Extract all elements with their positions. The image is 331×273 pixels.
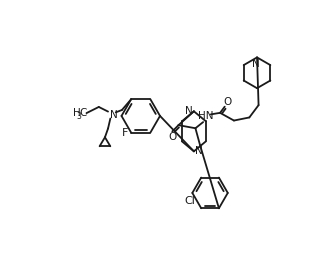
- Text: H: H: [72, 108, 80, 118]
- Text: O: O: [224, 97, 232, 107]
- Text: N: N: [185, 106, 192, 116]
- Text: F: F: [122, 127, 128, 138]
- Text: C: C: [79, 108, 86, 118]
- Text: 3: 3: [76, 112, 81, 121]
- Text: HN: HN: [199, 111, 214, 121]
- Text: O: O: [168, 132, 176, 142]
- Text: Cl: Cl: [185, 196, 196, 206]
- Text: N: N: [110, 110, 117, 120]
- Text: N: N: [195, 146, 203, 156]
- Text: N: N: [252, 59, 260, 69]
